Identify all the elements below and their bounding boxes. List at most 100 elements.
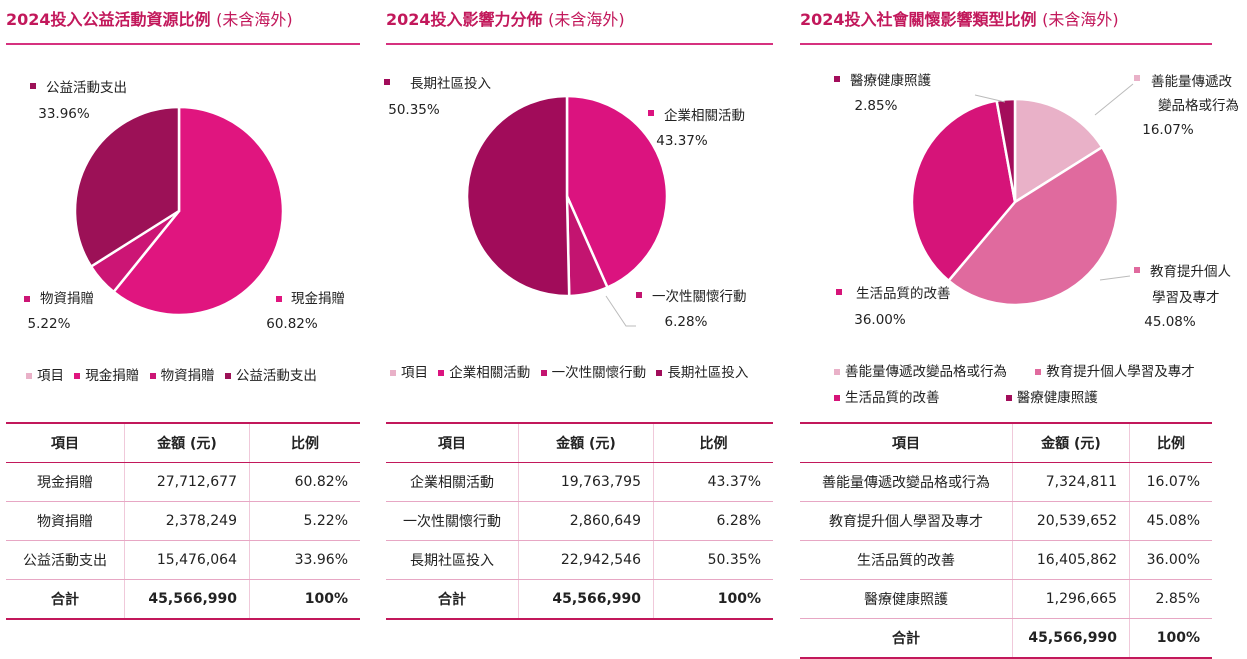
slice-label: 教育提升個人 [1150, 264, 1231, 280]
cell-ratio: 5.22% [249, 501, 360, 541]
legend-item-oneoff: 一次性關懷行動 [540, 361, 646, 381]
cell-ratio: 33.96% [249, 540, 360, 580]
pie-chart-care-type: 善能量傳遞改變品格或行為 16.07% 教育提升個人學習及專才 45.08% 生活品質的… [834, 72, 1239, 330]
label-swatch [636, 292, 642, 298]
slice-percent-label: 2.85% [855, 98, 898, 114]
data-table-resource: 項目 金額 (元) 比例 現金捐贈 27,712,677 60.82% 物資捐贈… [6, 422, 360, 620]
col-header-amount: 金額 (元) [518, 422, 654, 463]
slice-label: 一次性關懷行動 [652, 289, 747, 305]
cell-ratio: 6.28% [653, 501, 773, 541]
table-total-row: 合計 45,566,990 100% [386, 579, 773, 620]
cell-amount: 1,296,665 [1012, 579, 1130, 619]
table-row: 教育提升個人學習及專才 20,539,652 45.08% [800, 501, 1212, 541]
data-table-care-type: 項目 金額 (元) 比例 善能量傳遞改變品格或行為 7,324,811 16.0… [800, 422, 1212, 659]
legend-item-life: 生活品質的改善 [834, 385, 940, 411]
col-header-ratio: 比例 [653, 422, 773, 463]
pie-slice-4 [995, 97, 1017, 203]
legend-row: 生活品質的改善 醫療健康照護 [834, 385, 1201, 411]
title-divider [386, 43, 773, 45]
slice-percent-label: 60.82% [266, 316, 318, 332]
chart-title-suffix: (未含海外) [1042, 10, 1119, 29]
table-row: 公益活動支出 15,476,064 33.96% [6, 540, 360, 580]
chart-title-suffix: (未含海外) [548, 10, 625, 29]
col-header-amount: 金額 (元) [1012, 422, 1130, 463]
cell-ratio: 43.37% [653, 462, 773, 502]
pie-slice-1 [111, 105, 285, 317]
cell-amount: 15,476,064 [124, 540, 250, 580]
slice-percent-label: 5.22% [28, 316, 71, 332]
table-header-row: 項目 金額 (元) 比例 [6, 422, 360, 463]
pie-slice-3 [910, 99, 1017, 283]
chart-title-text: 2024投入公益活動資源比例 [6, 10, 211, 29]
label-swatch [276, 296, 282, 302]
cell-total-amount: 45,566,990 [1012, 618, 1130, 659]
slice-percent-label: 43.37% [656, 133, 708, 149]
slice-percent-label: 33.96% [38, 106, 90, 122]
cell-total-ratio: 100% [249, 579, 360, 620]
table-row: 物資捐贈 2,378,249 5.22% [6, 501, 360, 541]
table-row: 長期社區投入 22,942,546 50.35% [386, 540, 773, 580]
chart-title: 2024投入影響力分佈 (未含海外) [386, 6, 625, 30]
cell-item: 公益活動支出 [6, 540, 125, 580]
leader-line [1099, 275, 1131, 281]
chart-title: 2024投入公益活動資源比例 (未含海外) [6, 6, 293, 30]
chart-legend: 善能量傳遞改變品格或行為 教育提升個人學習及專才 生活品質的改善 醫療健康照護 [834, 359, 1201, 411]
chart-legend: 項目 企業相關活動 一次性關懷行動 長期社區投入 [390, 361, 754, 381]
table-header-row: 項目 金額 (元) 比例 [800, 422, 1212, 463]
cell-amount: 2,860,649 [518, 501, 654, 541]
title-divider [800, 43, 1212, 45]
cell-total-ratio: 100% [653, 579, 773, 620]
col-header-ratio: 比例 [1129, 422, 1212, 463]
slice-label: 變品格或行為 [1158, 98, 1239, 114]
col-header-item: 項目 [6, 422, 125, 463]
legend-item-longterm: 長期社區投入 [656, 361, 748, 381]
chart-title-text: 2024投入社會關懷影響類型比例 [800, 10, 1037, 29]
cell-ratio: 36.00% [1129, 540, 1212, 580]
chart-title-text: 2024投入影響力分佈 [386, 10, 543, 29]
table-row: 一次性關懷行動 2,860,649 6.28% [386, 501, 773, 541]
cell-ratio: 50.35% [653, 540, 773, 580]
col-header-item: 項目 [800, 422, 1013, 463]
col-header-item: 項目 [386, 422, 519, 463]
label-swatch [24, 296, 30, 302]
label-swatch [1134, 75, 1140, 81]
slice-label: 善能量傳遞改 [1151, 74, 1232, 90]
slice-percent-label: 6.28% [665, 314, 708, 330]
table-header-row: 項目 金額 (元) 比例 [386, 422, 773, 463]
cell-amount: 2,378,249 [124, 501, 250, 541]
pie-chart-impact: 企業相關活動 43.37% 一次性關懷行動 6.28% 長期社區投入 50.35% [384, 76, 747, 330]
slice-percent-label: 36.00% [854, 312, 906, 328]
cell-amount: 16,405,862 [1012, 540, 1130, 580]
cell-total-ratio: 100% [1129, 618, 1212, 659]
legend-item-goods: 物資捐贈 [149, 364, 215, 384]
slice-label: 現金捐贈 [291, 291, 345, 307]
slice-label: 學習及專才 [1152, 290, 1220, 306]
leader-line [1094, 83, 1134, 116]
table-total-row: 合計 45,566,990 100% [800, 618, 1212, 659]
legend-item-medical: 醫療健康照護 [1005, 385, 1098, 411]
label-swatch [30, 83, 36, 89]
cell-item: 現金捐贈 [6, 462, 125, 502]
cell-item: 一次性關懷行動 [386, 501, 519, 541]
cell-item: 教育提升個人學習及專才 [800, 501, 1013, 541]
cell-amount: 20,539,652 [1012, 501, 1130, 541]
cell-item: 物資捐贈 [6, 501, 125, 541]
cell-ratio: 2.85% [1129, 579, 1212, 619]
table-total-row: 合計 45,566,990 100% [6, 579, 360, 620]
cell-amount: 7,324,811 [1012, 462, 1130, 502]
slice-percent-label: 45.08% [1144, 314, 1196, 330]
legend-item-cash: 現金捐贈 [74, 364, 139, 384]
label-swatch [834, 76, 840, 82]
col-header-amount: 金額 (元) [124, 422, 250, 463]
legend-item-header: 項目 [26, 364, 64, 384]
pie-chart-resource: 現金捐贈 60.82% 物資捐贈 5.22% 公益活動支出 33.96% [24, 80, 345, 332]
pie-slice-1 [565, 94, 669, 290]
slice-label: 公益活動支出 [46, 80, 127, 96]
table-row: 醫療健康照護 1,296,665 2.85% [800, 579, 1212, 619]
slice-label: 醫療健康照護 [850, 72, 931, 89]
cell-item: 醫療健康照護 [800, 579, 1013, 619]
cell-item: 長期社區投入 [386, 540, 519, 580]
label-swatch [648, 110, 654, 116]
table-row: 企業相關活動 19,763,795 43.37% [386, 462, 773, 502]
cell-total-label: 合計 [6, 579, 125, 620]
